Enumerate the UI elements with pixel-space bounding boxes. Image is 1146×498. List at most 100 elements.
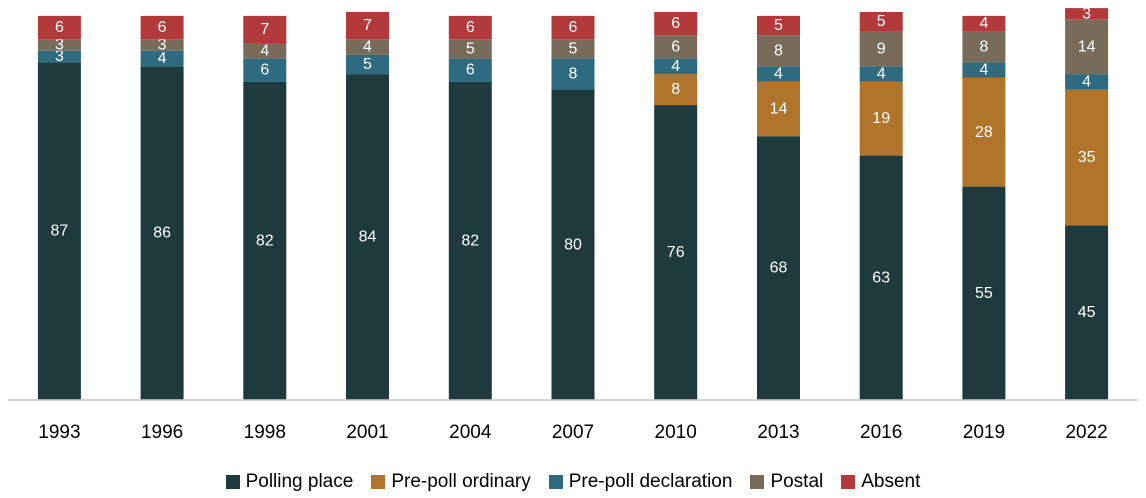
data-label-absent-2007: 6 — [569, 19, 578, 36]
bar-segment-pre-poll-declaration-2022 — [1065, 74, 1109, 90]
bar-segment-pre-poll-declaration-1996 — [140, 50, 184, 67]
legend-item-polling-place: Polling place — [225, 471, 354, 493]
data-label-postal-2019: 8 — [979, 38, 988, 55]
legend-label: Pre-poll ordinary — [391, 471, 531, 492]
data-label-absent-2016: 5 — [877, 13, 886, 30]
bar-segment-polling-place-2019 — [962, 186, 1006, 400]
data-label-pre-poll-ordinary-2022: 35 — [1078, 149, 1096, 166]
bars-group: 8733686436826478454782656808567684666814… — [37, 5, 1109, 401]
x-axis-tick-labels: 1993 1996 1998 2001 2004 2007 2010 2013 2016 2019… — [38, 422, 1107, 443]
legend: Polling place Pre-poll ordinary Pre-poll d… — [0, 468, 1146, 496]
data-label-postal-2022: 14 — [1078, 38, 1096, 55]
x-tick-label-2010: 2010 — [655, 422, 697, 443]
x-tick-label-2016: 2016 — [860, 422, 902, 443]
bar-segment-postal-1993 — [37, 39, 81, 51]
legend-swatch — [371, 475, 386, 489]
x-tick-label-1996: 1996 — [141, 422, 183, 443]
data-label-pre-poll-ordinary-2010: 8 — [671, 81, 680, 98]
bar-segment-polling-place-1996 — [140, 66, 184, 401]
data-label-polling-place-2004: 82 — [461, 232, 479, 249]
data-label-postal-2013: 8 — [774, 42, 783, 59]
data-label-polling-place-2019: 55 — [975, 285, 993, 302]
legend-label: Pre-poll declaration — [568, 471, 733, 492]
data-label-polling-place-1993: 87 — [51, 223, 69, 240]
bar-segment-pre-poll-declaration-2007 — [551, 58, 595, 90]
legend-label: Absent — [861, 471, 921, 492]
bar-segment-absent-2004 — [448, 15, 492, 40]
data-label-polling-place-2022: 45 — [1078, 304, 1096, 321]
bar-segment-postal-2004 — [448, 39, 492, 59]
data-label-postal-1993: 3 — [55, 37, 64, 54]
x-tick-label-2001: 2001 — [346, 422, 388, 443]
bar-segment-pre-poll-declaration-2001 — [346, 54, 389, 75]
data-label-pre-poll-declaration-2010: 4 — [671, 58, 680, 75]
bar-segment-pre-poll-ordinary-2022 — [1065, 89, 1109, 226]
bar-segment-postal-2013 — [757, 35, 800, 67]
legend-label: Postal — [770, 471, 824, 492]
data-label-postal-1998: 4 — [260, 42, 269, 59]
bar-segment-absent-2019 — [962, 15, 1006, 32]
x-tick-label-2007: 2007 — [552, 422, 594, 443]
data-label-pre-poll-declaration-1996: 4 — [158, 50, 167, 67]
data-label-polling-place-1998: 82 — [256, 232, 274, 249]
data-label-postal-1996: 3 — [158, 37, 167, 54]
data-label-postal-2001: 4 — [363, 38, 372, 55]
bar-segment-pre-poll-declaration-2004 — [448, 58, 492, 82]
bar-segment-pre-poll-declaration-1993 — [37, 50, 81, 63]
data-label-absent-2010: 6 — [671, 15, 680, 32]
data-label-pre-poll-declaration-2013: 4 — [774, 66, 783, 83]
bar-segment-absent-2013 — [757, 15, 800, 36]
data-label-pre-poll-declaration-2022: 4 — [1082, 73, 1091, 90]
legend-swatch — [548, 475, 563, 489]
data-label-absent-2001: 7 — [363, 17, 372, 34]
bar-segment-polling-place-2016 — [859, 155, 903, 400]
x-tick-label-1993: 1993 — [38, 422, 80, 443]
data-label-pre-poll-declaration-1998: 6 — [260, 62, 269, 79]
bar-segment-postal-2007 — [551, 39, 595, 59]
bar-segment-absent-2007 — [551, 15, 595, 40]
data-label-absent-2013: 5 — [774, 17, 783, 34]
bar-segment-polling-place-1998 — [243, 81, 287, 401]
legend-label: Polling place — [245, 471, 354, 492]
data-label-pre-poll-declaration-2019: 4 — [979, 62, 988, 79]
data-label-pre-poll-ordinary-2016: 19 — [872, 110, 890, 127]
data-label-pre-poll-ordinary-2019: 28 — [975, 124, 993, 141]
bar-segment-absent-2001 — [346, 12, 389, 40]
data-label-postal-2007: 5 — [569, 40, 578, 57]
legend-item-pre-poll-declaration: Pre-poll declaration — [548, 471, 733, 493]
legend-item-postal: Postal — [750, 471, 823, 493]
data-label-postal-2016: 9 — [877, 40, 886, 57]
bar-segment-postal-2016 — [859, 31, 903, 67]
data-label-postal-2004: 5 — [466, 40, 475, 57]
bar-segment-absent-2016 — [859, 12, 903, 32]
legend-swatch — [225, 475, 240, 489]
bar-segment-pre-poll-ordinary-2013 — [757, 81, 800, 137]
bar-segment-polling-place-1993 — [37, 62, 81, 401]
bar-segment-absent-1996 — [140, 15, 184, 40]
data-label-pre-poll-declaration-2016: 4 — [877, 66, 886, 83]
bar-segment-pre-poll-declaration-1998 — [243, 58, 287, 82]
bar-segment-pre-poll-declaration-2010 — [654, 58, 698, 75]
data-label-pre-poll-declaration-2004: 6 — [466, 62, 475, 79]
data-label-polling-place-2016: 63 — [872, 269, 890, 286]
bar-segment-pre-poll-declaration-2016 — [859, 66, 903, 82]
bar-segment-pre-poll-ordinary-2019 — [962, 78, 1006, 187]
x-tick-label-2013: 2013 — [757, 422, 799, 443]
bar-segment-absent-1993 — [37, 15, 81, 40]
bar-segment-polling-place-2010 — [654, 105, 698, 400]
data-label-absent-2019: 4 — [979, 15, 988, 32]
data-label-absent-1996: 6 — [158, 19, 167, 36]
data-label-absent-1993: 6 — [55, 19, 64, 36]
legend-swatch — [841, 475, 856, 489]
bar-segment-absent-1998 — [243, 15, 287, 44]
bar-segment-absent-2022 — [1065, 8, 1109, 20]
data-label-pre-poll-declaration-1993: 3 — [55, 48, 64, 65]
data-label-polling-place-1996: 86 — [153, 225, 171, 242]
data-label-polling-place-2007: 80 — [564, 236, 582, 253]
data-label-polling-place-2010: 76 — [667, 244, 685, 261]
stacked-bar-chart: 8733686436826478454782656808567684666814… — [8, 5, 1138, 443]
bar-segment-postal-2019 — [962, 31, 1006, 63]
bar-segment-pre-poll-ordinary-2010 — [654, 74, 698, 106]
bar-segment-pre-poll-ordinary-2016 — [859, 81, 903, 156]
data-label-absent-2004: 6 — [466, 19, 475, 36]
